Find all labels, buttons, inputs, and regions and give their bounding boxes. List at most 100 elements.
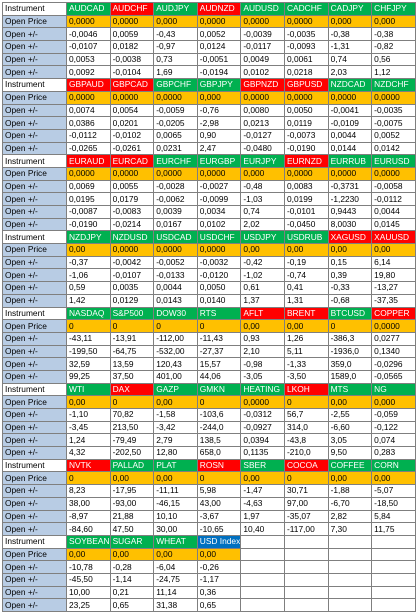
open-price-cell[interactable]: 0,00 <box>327 395 373 409</box>
value-cell[interactable]: 0,0386 <box>66 116 111 130</box>
value-cell[interactable]: 32,59 <box>66 357 111 371</box>
open-price-cell[interactable]: 0,00 <box>153 395 198 409</box>
value-cell[interactable]: 359,0 <box>327 357 373 371</box>
value-cell[interactable]: -0,68 <box>327 293 373 308</box>
value-cell[interactable]: 21,88 <box>109 509 155 524</box>
value-cell[interactable]: 0,0277 <box>371 331 416 346</box>
value-cell[interactable]: -45,50 <box>66 572 111 587</box>
value-cell[interactable]: -79,49 <box>109 433 155 448</box>
open-price-cell[interactable]: 0 <box>66 319 111 333</box>
value-cell[interactable]: 0,0065 <box>153 128 198 143</box>
value-cell[interactable]: -0,0112 <box>371 192 416 206</box>
value-cell[interactable]: 6,14 <box>371 255 416 270</box>
open-price-cell[interactable]: 0 <box>283 471 329 486</box>
value-cell[interactable]: 5,11 <box>283 344 329 359</box>
value-cell[interactable]: -0,0039 <box>240 27 285 42</box>
value-cell[interactable]: -37,35 <box>371 293 416 308</box>
value-cell[interactable]: -17,95 <box>109 484 155 498</box>
value-cell[interactable]: -0,38 <box>371 27 416 42</box>
value-cell[interactable]: -0,0041 <box>327 103 373 118</box>
value-cell[interactable]: 0,56 <box>371 52 416 67</box>
symbol-cell[interactable]: MTS <box>327 382 373 397</box>
open-price-cell[interactable]: 0,00 <box>240 319 285 333</box>
value-cell[interactable]: 0,0140 <box>196 293 242 308</box>
value-cell[interactable]: -0,0075 <box>371 116 416 130</box>
value-cell[interactable]: 13,59 <box>109 357 155 371</box>
value-cell[interactable]: -1,06 <box>66 268 111 283</box>
open-price-cell[interactable]: 0,0000 <box>66 90 111 105</box>
value-cell[interactable]: 5,84 <box>371 509 416 524</box>
symbol-cell[interactable]: SBER <box>240 458 285 473</box>
value-cell[interactable]: 0,0145 <box>371 217 416 232</box>
value-cell[interactable]: -3,42 <box>153 420 198 435</box>
value-cell[interactable]: -103,6 <box>196 408 242 422</box>
value-cell[interactable]: 2,79 <box>153 433 198 448</box>
value-cell[interactable]: 1589,0 <box>327 369 373 384</box>
symbol-cell[interactable]: NZDCHF <box>371 78 416 92</box>
value-cell[interactable]: 0,0179 <box>109 192 155 206</box>
value-cell[interactable]: -1,02 <box>240 268 285 283</box>
open-price-cell[interactable]: 0,00 <box>327 471 373 486</box>
value-cell[interactable]: 11,75 <box>371 522 416 536</box>
symbol-cell[interactable]: NZDCAD <box>327 78 373 92</box>
open-price-cell[interactable]: 0,0000 <box>196 14 242 29</box>
value-cell[interactable]: 37,50 <box>109 369 155 384</box>
value-cell[interactable]: -1936,0 <box>327 344 373 359</box>
value-cell[interactable]: -8,97 <box>66 509 111 524</box>
value-cell[interactable]: 0,0055 <box>109 179 155 194</box>
value-cell[interactable]: -0,059 <box>371 408 416 422</box>
value-cell[interactable]: 0,65 <box>109 598 155 612</box>
value-cell[interactable]: -1,03 <box>240 192 285 206</box>
value-cell[interactable]: -117,00 <box>283 522 329 536</box>
symbol-cell[interactable]: EURCHF <box>153 154 198 168</box>
value-cell[interactable]: -199,50 <box>66 344 111 359</box>
value-cell[interactable]: 0,1135 <box>240 446 285 460</box>
symbol-cell[interactable]: AUDUSD <box>240 2 285 16</box>
open-price-cell[interactable]: 0 <box>109 395 155 409</box>
value-cell[interactable]: 0,283 <box>371 446 416 460</box>
value-cell[interactable]: 0,0143 <box>153 293 198 308</box>
value-cell[interactable]: -43,11 <box>66 331 111 346</box>
value-cell[interactable]: -43,8 <box>283 433 329 448</box>
value-cell[interactable]: -386,3 <box>327 331 373 346</box>
value-cell[interactable]: 2,03 <box>327 65 373 80</box>
value-cell[interactable]: 0,61 <box>240 281 285 295</box>
value-cell[interactable]: -244,0 <box>196 420 242 435</box>
symbol-cell[interactable]: CADCHF <box>283 2 329 16</box>
value-cell[interactable]: 120,43 <box>153 357 198 371</box>
symbol-cell[interactable]: COFFEE <box>327 458 373 473</box>
value-cell[interactable]: 213,50 <box>109 420 155 435</box>
open-price-cell[interactable]: 0,0000 <box>66 14 111 29</box>
open-price-cell[interactable]: 0,000 <box>371 14 416 29</box>
value-cell[interactable]: -0,122 <box>371 420 416 435</box>
value-cell[interactable]: 2,02 <box>240 217 285 232</box>
symbol-cell[interactable]: S&P500 <box>109 306 155 321</box>
open-price-cell[interactable]: 0,0000 <box>283 166 329 181</box>
value-cell[interactable]: -0,0107 <box>66 40 111 54</box>
symbol-cell[interactable]: GMKN <box>196 382 242 397</box>
value-cell[interactable]: 0,0231 <box>153 141 198 156</box>
value-cell[interactable]: 0,0199 <box>283 192 329 206</box>
value-cell[interactable]: -6,60 <box>327 420 373 435</box>
symbol-cell[interactable]: LKOH <box>283 382 329 397</box>
open-price-cell[interactable]: 0,0000 <box>153 243 198 257</box>
value-cell[interactable]: 1,97 <box>240 509 285 524</box>
value-cell[interactable]: 70,82 <box>109 408 155 422</box>
value-cell[interactable]: -0,26 <box>196 560 242 574</box>
value-cell[interactable]: 0,0050 <box>283 103 329 118</box>
symbol-cell[interactable]: DAX <box>109 382 155 397</box>
symbol-cell[interactable]: GBPNZD <box>240 78 285 92</box>
value-cell[interactable]: 0,0213 <box>240 116 285 130</box>
value-cell[interactable]: -0,0480 <box>240 141 285 156</box>
value-cell[interactable]: 0,21 <box>109 585 155 600</box>
value-cell[interactable]: -6,04 <box>153 560 198 574</box>
value-cell[interactable]: -0,0038 <box>109 52 155 67</box>
value-cell[interactable]: -0,43 <box>153 27 198 42</box>
value-cell[interactable]: -0,0083 <box>109 205 155 219</box>
value-cell[interactable]: -202,50 <box>109 446 155 460</box>
open-price-cell[interactable]: 0,00 <box>283 243 329 257</box>
symbol-cell[interactable]: CHFJPY <box>371 2 416 16</box>
value-cell[interactable]: -13,91 <box>109 331 155 346</box>
value-cell[interactable]: 0,0039 <box>153 205 198 219</box>
symbol-cell[interactable]: AUDCAD <box>66 2 111 16</box>
